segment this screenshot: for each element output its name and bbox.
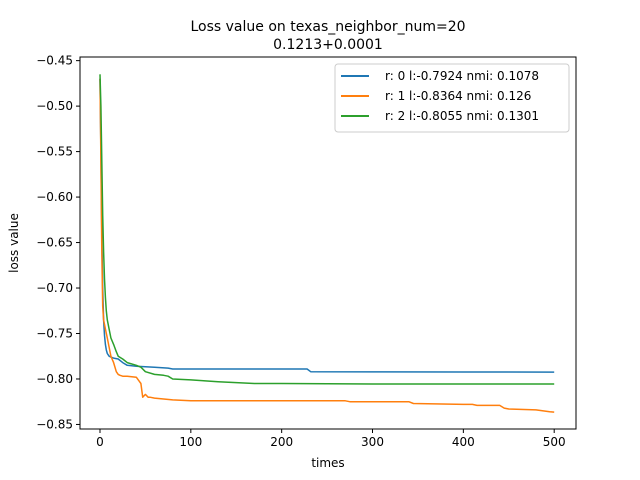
- y-tick-label: −0.45: [36, 54, 73, 68]
- legend: r: 0 l:-0.7924 nmi: 0.1078 r: 1 l:-0.8364…: [334, 63, 570, 133]
- x-tick-label: 100: [179, 435, 202, 449]
- series-line-2: [99, 74, 555, 385]
- y-axis: −0.45 −0.50 −0.55 −0.60 −0.65 −0.70 −0.75 −0.80…: [36, 54, 80, 431]
- x-tick-label: 200: [270, 435, 293, 449]
- y-tick-label: −0.75: [36, 326, 73, 340]
- y-tick-label: −0.60: [36, 190, 73, 204]
- x-tick-label: 300: [361, 435, 384, 449]
- y-tick-label: −0.70: [36, 281, 73, 295]
- legend-label-0: r: 0 l:-0.7924 nmi: 0.1078: [385, 69, 539, 83]
- series-lines: [99, 74, 555, 413]
- y-tick-label: −0.50: [36, 99, 73, 113]
- legend-box: [334, 63, 570, 133]
- x-axis: 0 100 200 300 400 500: [96, 429, 566, 449]
- x-tick-label: 0: [96, 435, 104, 449]
- y-tick-label: −0.55: [36, 145, 73, 159]
- y-tick-label: −0.85: [36, 417, 73, 431]
- plot-frame: [79, 56, 577, 430]
- chart-subtitle: 0.1213+0.0001: [273, 37, 383, 53]
- chart-title: Loss value on texas_neighbor_num=20: [190, 19, 465, 35]
- y-tick-label: −0.65: [36, 236, 73, 250]
- x-tick-label: 500: [543, 435, 566, 449]
- x-tick-label: 400: [452, 435, 475, 449]
- legend-label-2: r: 2 l:-0.8055 nmi: 0.1301: [385, 109, 539, 123]
- series-line-1: [99, 78, 555, 413]
- x-axis-label: times: [311, 456, 344, 470]
- y-tick-label: −0.80: [36, 372, 73, 386]
- y-axis-label: loss value: [7, 213, 21, 273]
- legend-label-1: r: 1 l:-0.8364 nmi: 0.126: [385, 89, 531, 103]
